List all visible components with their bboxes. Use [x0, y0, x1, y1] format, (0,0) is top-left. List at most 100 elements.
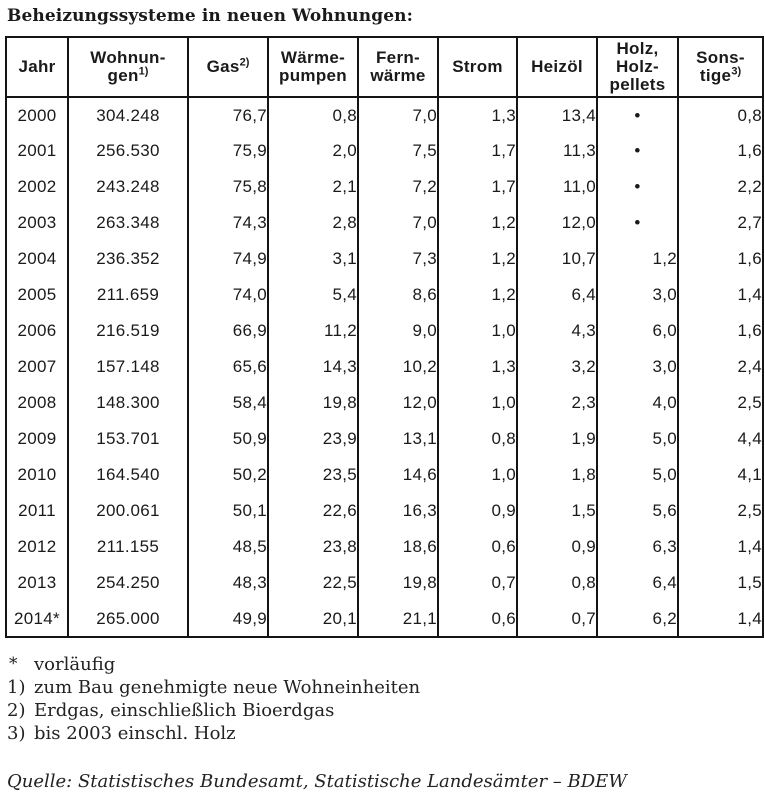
cell-strom: 1,3: [437, 349, 517, 385]
cell-gas: 76,7: [187, 97, 268, 133]
cell-sonstige: 2,2: [677, 169, 763, 205]
footnote-text: vorläufig: [34, 654, 116, 675]
cell-heizoel: 1,9: [516, 421, 597, 457]
column-header-heizoel: Heizöl: [516, 37, 597, 98]
cell-waermepumpen: 20,1: [267, 601, 358, 637]
table-row: 2001 256.530 75,9 2,0 7,5 1,7 11,3 • 1,6: [6, 133, 763, 169]
cell-gas: 48,5: [187, 529, 268, 565]
cell-waermepumpen: 3,1: [267, 241, 358, 277]
cell-jahr: 2012: [17, 537, 57, 556]
cell-wohnungen: 211.659: [67, 277, 188, 313]
cell-waermepumpen: 5,4: [267, 277, 358, 313]
column-header-fernwaerme: Fern- wärme: [357, 37, 438, 98]
column-header-gas: Gas2): [187, 37, 268, 98]
cell-sonstige: 4,1: [677, 457, 763, 493]
footnote-ref: 2): [239, 56, 250, 69]
cell-heizoel: 3,2: [516, 349, 597, 385]
cell-holz: 5,0: [596, 457, 678, 493]
cell-heizoel: 4,3: [516, 313, 597, 349]
cell-fernwaerme: 8,6: [357, 277, 438, 313]
cell-gas: 74,3: [187, 205, 268, 241]
cell-heizoel: 0,8: [516, 565, 597, 601]
cell-heizoel: 12,0: [516, 205, 597, 241]
cell-waermepumpen: 2,1: [267, 169, 358, 205]
cell-gas: 66,9: [187, 313, 268, 349]
footnote-erdgas: 2) Erdgas, einschließlich Bioerdgas: [7, 699, 765, 722]
cell-waermepumpen: 2,0: [267, 133, 358, 169]
cell-strom: 0,9: [437, 493, 517, 529]
cell-gas: 74,0: [187, 277, 268, 313]
footnote-text: zum Bau genehmigte neue Wohneinheiten: [34, 677, 421, 698]
cell-fernwaerme: 7,2: [357, 169, 438, 205]
cell-heizoel: 13,4: [516, 97, 597, 133]
cell-fernwaerme: 21,1: [357, 601, 438, 637]
cell-wohnungen: 263.348: [67, 205, 188, 241]
cell-strom: 1,7: [437, 169, 517, 205]
cell-fernwaerme: 14,6: [357, 457, 438, 493]
cell-jahr: 2006: [17, 321, 57, 340]
cell-gas: 49,9: [187, 601, 268, 637]
footnote-ref: 1): [138, 65, 149, 78]
cell-sonstige: 1,6: [677, 241, 763, 277]
cell-waermepumpen: 2,8: [267, 205, 358, 241]
cell-heizoel: 2,3: [516, 385, 597, 421]
footnote-ref: 3): [731, 65, 742, 78]
cell-heizoel: 10,7: [516, 241, 597, 277]
cell-holz: 1,2: [596, 241, 678, 277]
cell-sonstige: 0,8: [677, 97, 763, 133]
cell-gas: 50,2: [187, 457, 268, 493]
column-header-wohnungen: Wohnun- gen1): [67, 37, 188, 98]
cell-fernwaerme: 16,3: [357, 493, 438, 529]
cell-wohnungen: 164.540: [67, 457, 188, 493]
cell-waermepumpen: 0,8: [267, 97, 358, 133]
column-header-jahr: Jahr: [6, 37, 68, 98]
footnote-vorlaeufig: * vorläufig: [7, 653, 765, 676]
cell-heizoel: 11,0: [516, 169, 597, 205]
table-row: 2014* 265.000 49,9 20,1 21,1 0,6 0,7 6,2 1,4: [6, 601, 763, 637]
cell-sonstige: 1,4: [677, 277, 763, 313]
cell-waermepumpen: 11,2: [267, 313, 358, 349]
cell-jahr: 2010: [17, 465, 57, 484]
cell-jahr: 2002: [17, 177, 57, 196]
footnote-marker: 2): [7, 700, 26, 721]
cell-jahr: 2007: [17, 357, 57, 376]
footnotes-block: * vorläufig 1) zum Bau genehmigte neue W…: [7, 653, 765, 745]
cell-wohnungen: 265.000: [67, 601, 188, 637]
page-title: Beheizungssysteme in neuen Wohnungen:: [7, 6, 413, 26]
table-row: 2013 254.250 48,3 22,5 19,8 0,7 0,8 6,4 1,5: [6, 565, 763, 601]
cell-gas: 58,4: [187, 385, 268, 421]
header-row: Jahr Wohnun- gen1) Gas2) Wärme- pumpen Fern-…: [6, 37, 763, 98]
table-header: Jahr Wohnun- gen1) Gas2) Wärme- pumpen Fern-…: [6, 37, 763, 98]
cell-holz: 6,3: [596, 529, 678, 565]
cell-heizoel: 1,5: [516, 493, 597, 529]
cell-sonstige: 2,5: [677, 385, 763, 421]
cell-wohnungen: 148.300: [67, 385, 188, 421]
cell-holz: 6,0: [596, 313, 678, 349]
cell-fernwaerme: 9,0: [357, 313, 438, 349]
cell-sonstige: 4,4: [677, 421, 763, 457]
cell-jahr: 2000: [17, 105, 57, 125]
cell-holz: 6,2: [596, 601, 678, 637]
cell-jahr: 2014*: [14, 608, 60, 628]
cell-wohnungen: 211.155: [67, 529, 188, 565]
no-data-dot: •: [596, 205, 678, 241]
cell-wohnungen: 243.248: [67, 169, 188, 205]
cell-waermepumpen: 14,3: [267, 349, 358, 385]
table-row: 2003 263.348 74,3 2,8 7,0 1,2 12,0 • 2,7: [6, 205, 763, 241]
no-data-dot: •: [596, 169, 678, 205]
table-body: 2000 304.248 76,7 0,8 7,0 1,3 13,4 • 0,8 2001 256.…: [6, 97, 763, 637]
table-row: 2012 211.155 48,5 23,8 18,6 0,6 0,9 6,3 1,4: [6, 529, 763, 565]
cell-fernwaerme: 10,2: [357, 349, 438, 385]
table-row: 2007 157.148 65,6 14,3 10,2 1,3 3,2 3,0 2,4: [6, 349, 763, 385]
cell-wohnungen: 200.061: [67, 493, 188, 529]
cell-jahr: 2005: [17, 285, 57, 304]
cell-strom: 0,6: [437, 601, 517, 637]
cell-jahr: 2013: [17, 573, 57, 592]
cell-sonstige: 1,6: [677, 313, 763, 349]
cell-wohnungen: 153.701: [67, 421, 188, 457]
table-row: 2009 153.701 50,9 23,9 13,1 0,8 1,9 5,0 4,4: [6, 421, 763, 457]
cell-waermepumpen: 23,5: [267, 457, 358, 493]
cell-wohnungen: 216.519: [67, 313, 188, 349]
cell-sonstige: 1,5: [677, 565, 763, 601]
table-row: 2005 211.659 74,0 5,4 8,6 1,2 6,4 3,0 1,4: [6, 277, 763, 313]
